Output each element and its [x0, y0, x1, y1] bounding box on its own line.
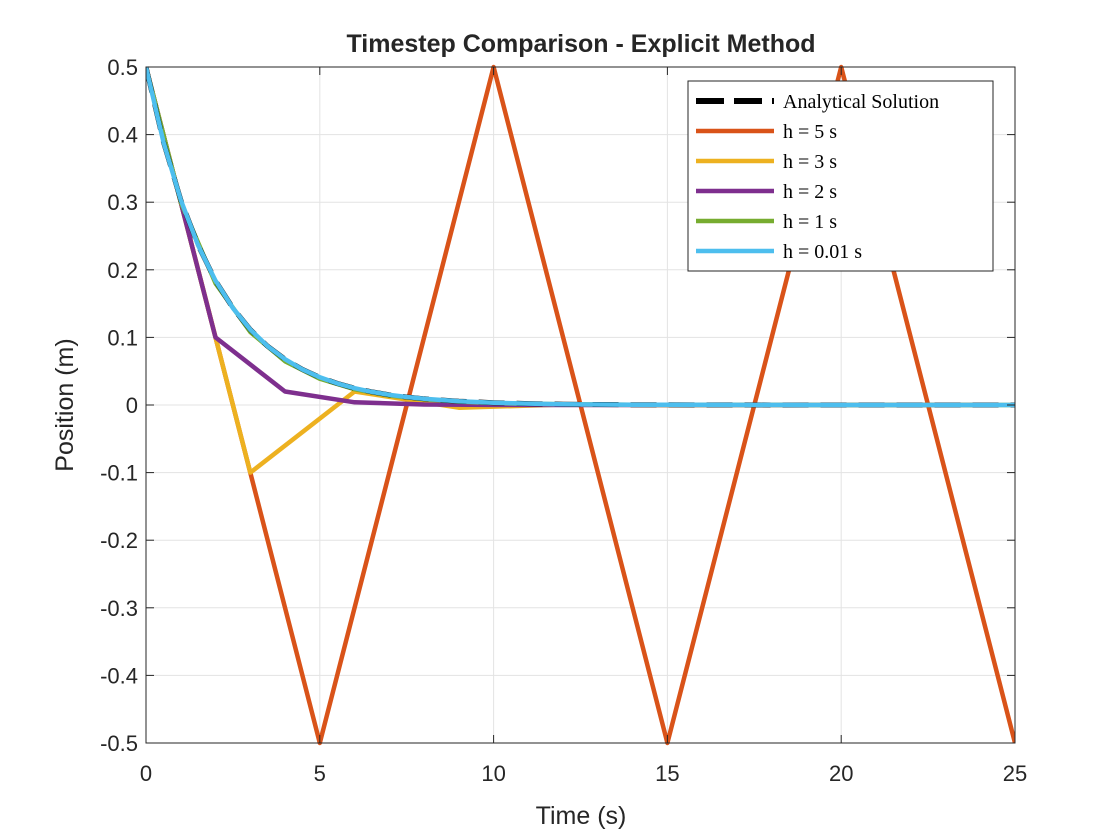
- x-tick-label: 0: [140, 761, 152, 786]
- y-tick-label: -0.1: [100, 461, 138, 486]
- legend-label: h = 2 s: [783, 181, 837, 203]
- chart-title: Timestep Comparison - Explicit Method: [346, 30, 815, 58]
- plot-series: [146, 64, 1015, 746]
- y-tick-label: 0.3: [107, 190, 138, 215]
- x-tick-label: 10: [481, 761, 505, 786]
- x-tick-label: 20: [829, 761, 853, 786]
- y-tick-label: -0.2: [100, 528, 138, 553]
- y-axis-label: Position (m): [51, 338, 79, 471]
- legend-label: h = 0.01 s: [783, 241, 862, 263]
- x-tick-label: 15: [655, 761, 679, 786]
- y-tick-label: 0.2: [107, 258, 138, 283]
- legend: Analytical Solution h = 5 s h = 3 s h = 2 s…: [687, 80, 994, 272]
- grid-lines: [145, 66, 1016, 744]
- legend-label: h = 1 s: [783, 211, 837, 233]
- x-tick-label: 5: [314, 761, 326, 786]
- y-tick-label: 0.5: [107, 55, 138, 80]
- y-tick-label: -0.3: [100, 596, 138, 621]
- axis-ticks: 0 5 10 15 20 25 -0.5 -0.4 -0.3 -0.2 -0.1 0 0.1 0.2 0.3…: [100, 55, 1027, 786]
- x-axis-label: Time (s): [536, 802, 627, 830]
- x-tick-label: 25: [1003, 761, 1027, 786]
- y-tick-label: -0.4: [100, 663, 138, 688]
- legend-label: h = 3 s: [783, 151, 837, 173]
- legend-label: h = 5 s: [783, 121, 837, 143]
- legend-box: [687, 80, 994, 272]
- series-line-5: [146, 66, 1015, 408]
- y-tick-label: 0.1: [107, 325, 138, 350]
- y-tick-label: -0.5: [100, 731, 138, 756]
- legend-label: Analytical Solution: [783, 91, 939, 113]
- y-tick-label: 0: [126, 393, 138, 418]
- y-tick-label: 0.4: [107, 123, 138, 148]
